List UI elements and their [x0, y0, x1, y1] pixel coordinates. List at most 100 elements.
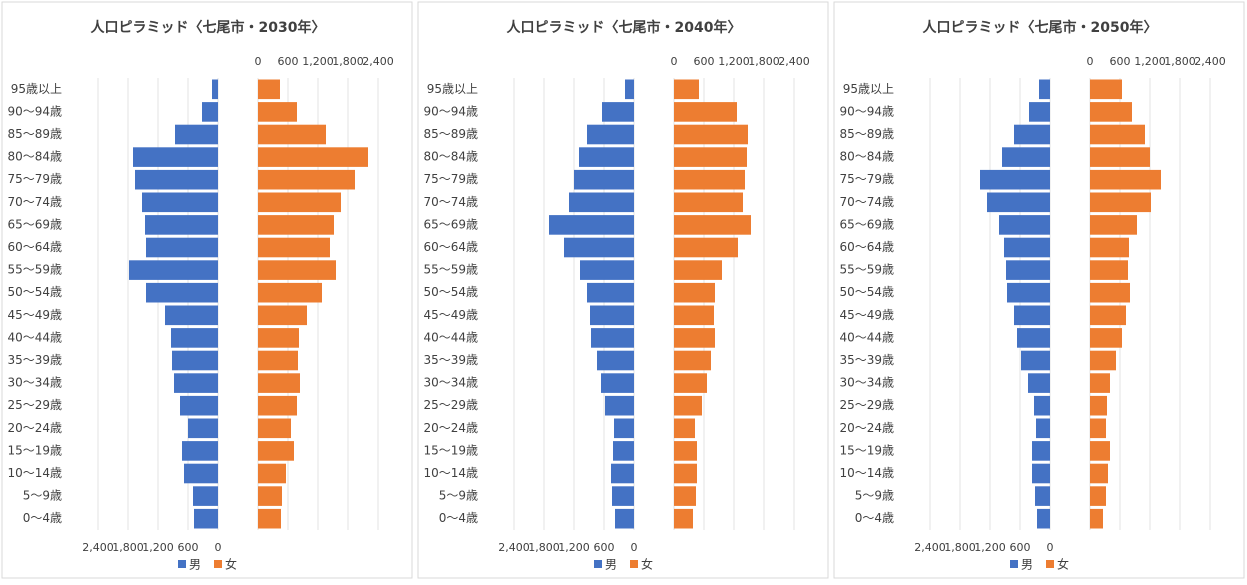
legend-label: 男: [189, 558, 201, 572]
bar: [258, 282, 322, 303]
x-tick-label: 1,800: [748, 55, 780, 68]
bar: [133, 147, 218, 167]
bar: [1090, 508, 1103, 529]
chart-title: 人口ピラミッド〈七尾市・2040年〉: [507, 19, 742, 36]
bar: [182, 441, 218, 461]
bar: [674, 373, 707, 393]
bar: [212, 79, 218, 100]
bar: [674, 237, 738, 258]
bar: [1090, 237, 1129, 258]
x-tick-label: 0: [631, 541, 638, 554]
bar: [612, 486, 634, 506]
y-tick-label: 70〜74歳: [7, 195, 62, 209]
bar: [1090, 192, 1151, 213]
x-tick-label: 1,200: [302, 55, 334, 68]
bar: [674, 328, 715, 348]
bar: [258, 418, 291, 439]
bar: [1090, 215, 1137, 235]
y-tick-label: 50〜54歳: [423, 285, 478, 299]
bar: [674, 169, 745, 190]
bar: [674, 350, 711, 371]
y-tick-label: 40〜44歳: [7, 330, 62, 344]
y-tick-label: 80〜84歳: [423, 150, 478, 164]
bar: [180, 395, 218, 416]
y-tick-label: 40〜44歳: [423, 330, 478, 344]
bar: [258, 147, 368, 167]
y-tick-label: 15〜19歳: [7, 443, 62, 457]
y-tick-label: 55〜59歳: [839, 263, 894, 277]
x-tick-label: 600: [1010, 541, 1031, 554]
bar: [614, 418, 634, 439]
y-tick-label: 35〜39歳: [839, 353, 894, 367]
y-tick-label: 0〜4歳: [23, 511, 62, 525]
bar: [188, 418, 218, 439]
y-tick-label: 80〜84歳: [7, 150, 62, 164]
y-tick-label: 10〜14歳: [839, 466, 894, 480]
x-tick-label: 2,400: [82, 541, 114, 554]
y-tick-label: 35〜39歳: [423, 353, 478, 367]
legend-swatch: [178, 560, 186, 568]
x-tick-label: 2,400: [778, 55, 810, 68]
bar: [674, 79, 699, 100]
bar: [258, 79, 280, 100]
y-tick-label: 30〜34歳: [839, 376, 894, 390]
y-tick-label: 75〜79歳: [7, 172, 62, 186]
y-tick-label: 15〜19歳: [423, 443, 478, 457]
bar: [1029, 102, 1050, 122]
x-tick-label: 1,200: [974, 541, 1006, 554]
bar: [1090, 102, 1132, 122]
x-tick-label: 600: [278, 55, 299, 68]
bar: [674, 463, 697, 484]
bar: [601, 373, 634, 393]
bar: [258, 169, 355, 190]
bar: [987, 192, 1050, 213]
bar: [1090, 418, 1106, 439]
bar: [674, 192, 743, 213]
bar: [258, 328, 299, 348]
y-tick-label: 45〜49歳: [839, 308, 894, 322]
y-tick-label: 80〜84歳: [839, 150, 894, 164]
bar: [1014, 305, 1050, 326]
bar: [258, 441, 294, 461]
bar: [1007, 282, 1050, 303]
x-tick-label: 1,200: [142, 541, 174, 554]
bar: [258, 237, 330, 258]
bar: [591, 328, 634, 348]
y-tick-label: 65〜69歳: [7, 217, 62, 231]
x-tick-label: 1,800: [944, 541, 976, 554]
bar: [202, 102, 218, 122]
y-tick-label: 20〜24歳: [423, 421, 478, 435]
bar: [1032, 441, 1050, 461]
bar: [674, 418, 695, 439]
y-tick-label: 55〜59歳: [423, 263, 478, 277]
bar: [258, 102, 297, 122]
bar: [1090, 305, 1126, 326]
bar: [145, 215, 218, 235]
bar: [175, 124, 218, 145]
x-tick-label: 1,800: [1164, 55, 1196, 68]
y-tick-label: 85〜89歳: [7, 127, 62, 141]
bar: [1090, 395, 1107, 416]
y-tick-label: 95歳以上: [427, 82, 478, 96]
bar: [569, 192, 634, 213]
legend-swatch: [630, 560, 638, 568]
bar: [1036, 418, 1050, 439]
y-tick-label: 70〜74歳: [839, 195, 894, 209]
x-tick-label: 1,200: [558, 541, 590, 554]
bar: [174, 373, 218, 393]
bar: [615, 508, 634, 529]
bar: [674, 508, 693, 529]
bar: [1017, 328, 1050, 348]
bar: [172, 350, 218, 371]
x-tick-label: 600: [694, 55, 715, 68]
bar: [1021, 350, 1050, 371]
bar: [602, 102, 634, 122]
bar: [999, 215, 1050, 235]
bar: [165, 305, 218, 326]
x-tick-label: 0: [255, 55, 262, 68]
y-tick-label: 85〜89歳: [423, 127, 478, 141]
bar: [1028, 373, 1050, 393]
bar: [1090, 373, 1110, 393]
y-tick-label: 35〜39歳: [7, 353, 62, 367]
